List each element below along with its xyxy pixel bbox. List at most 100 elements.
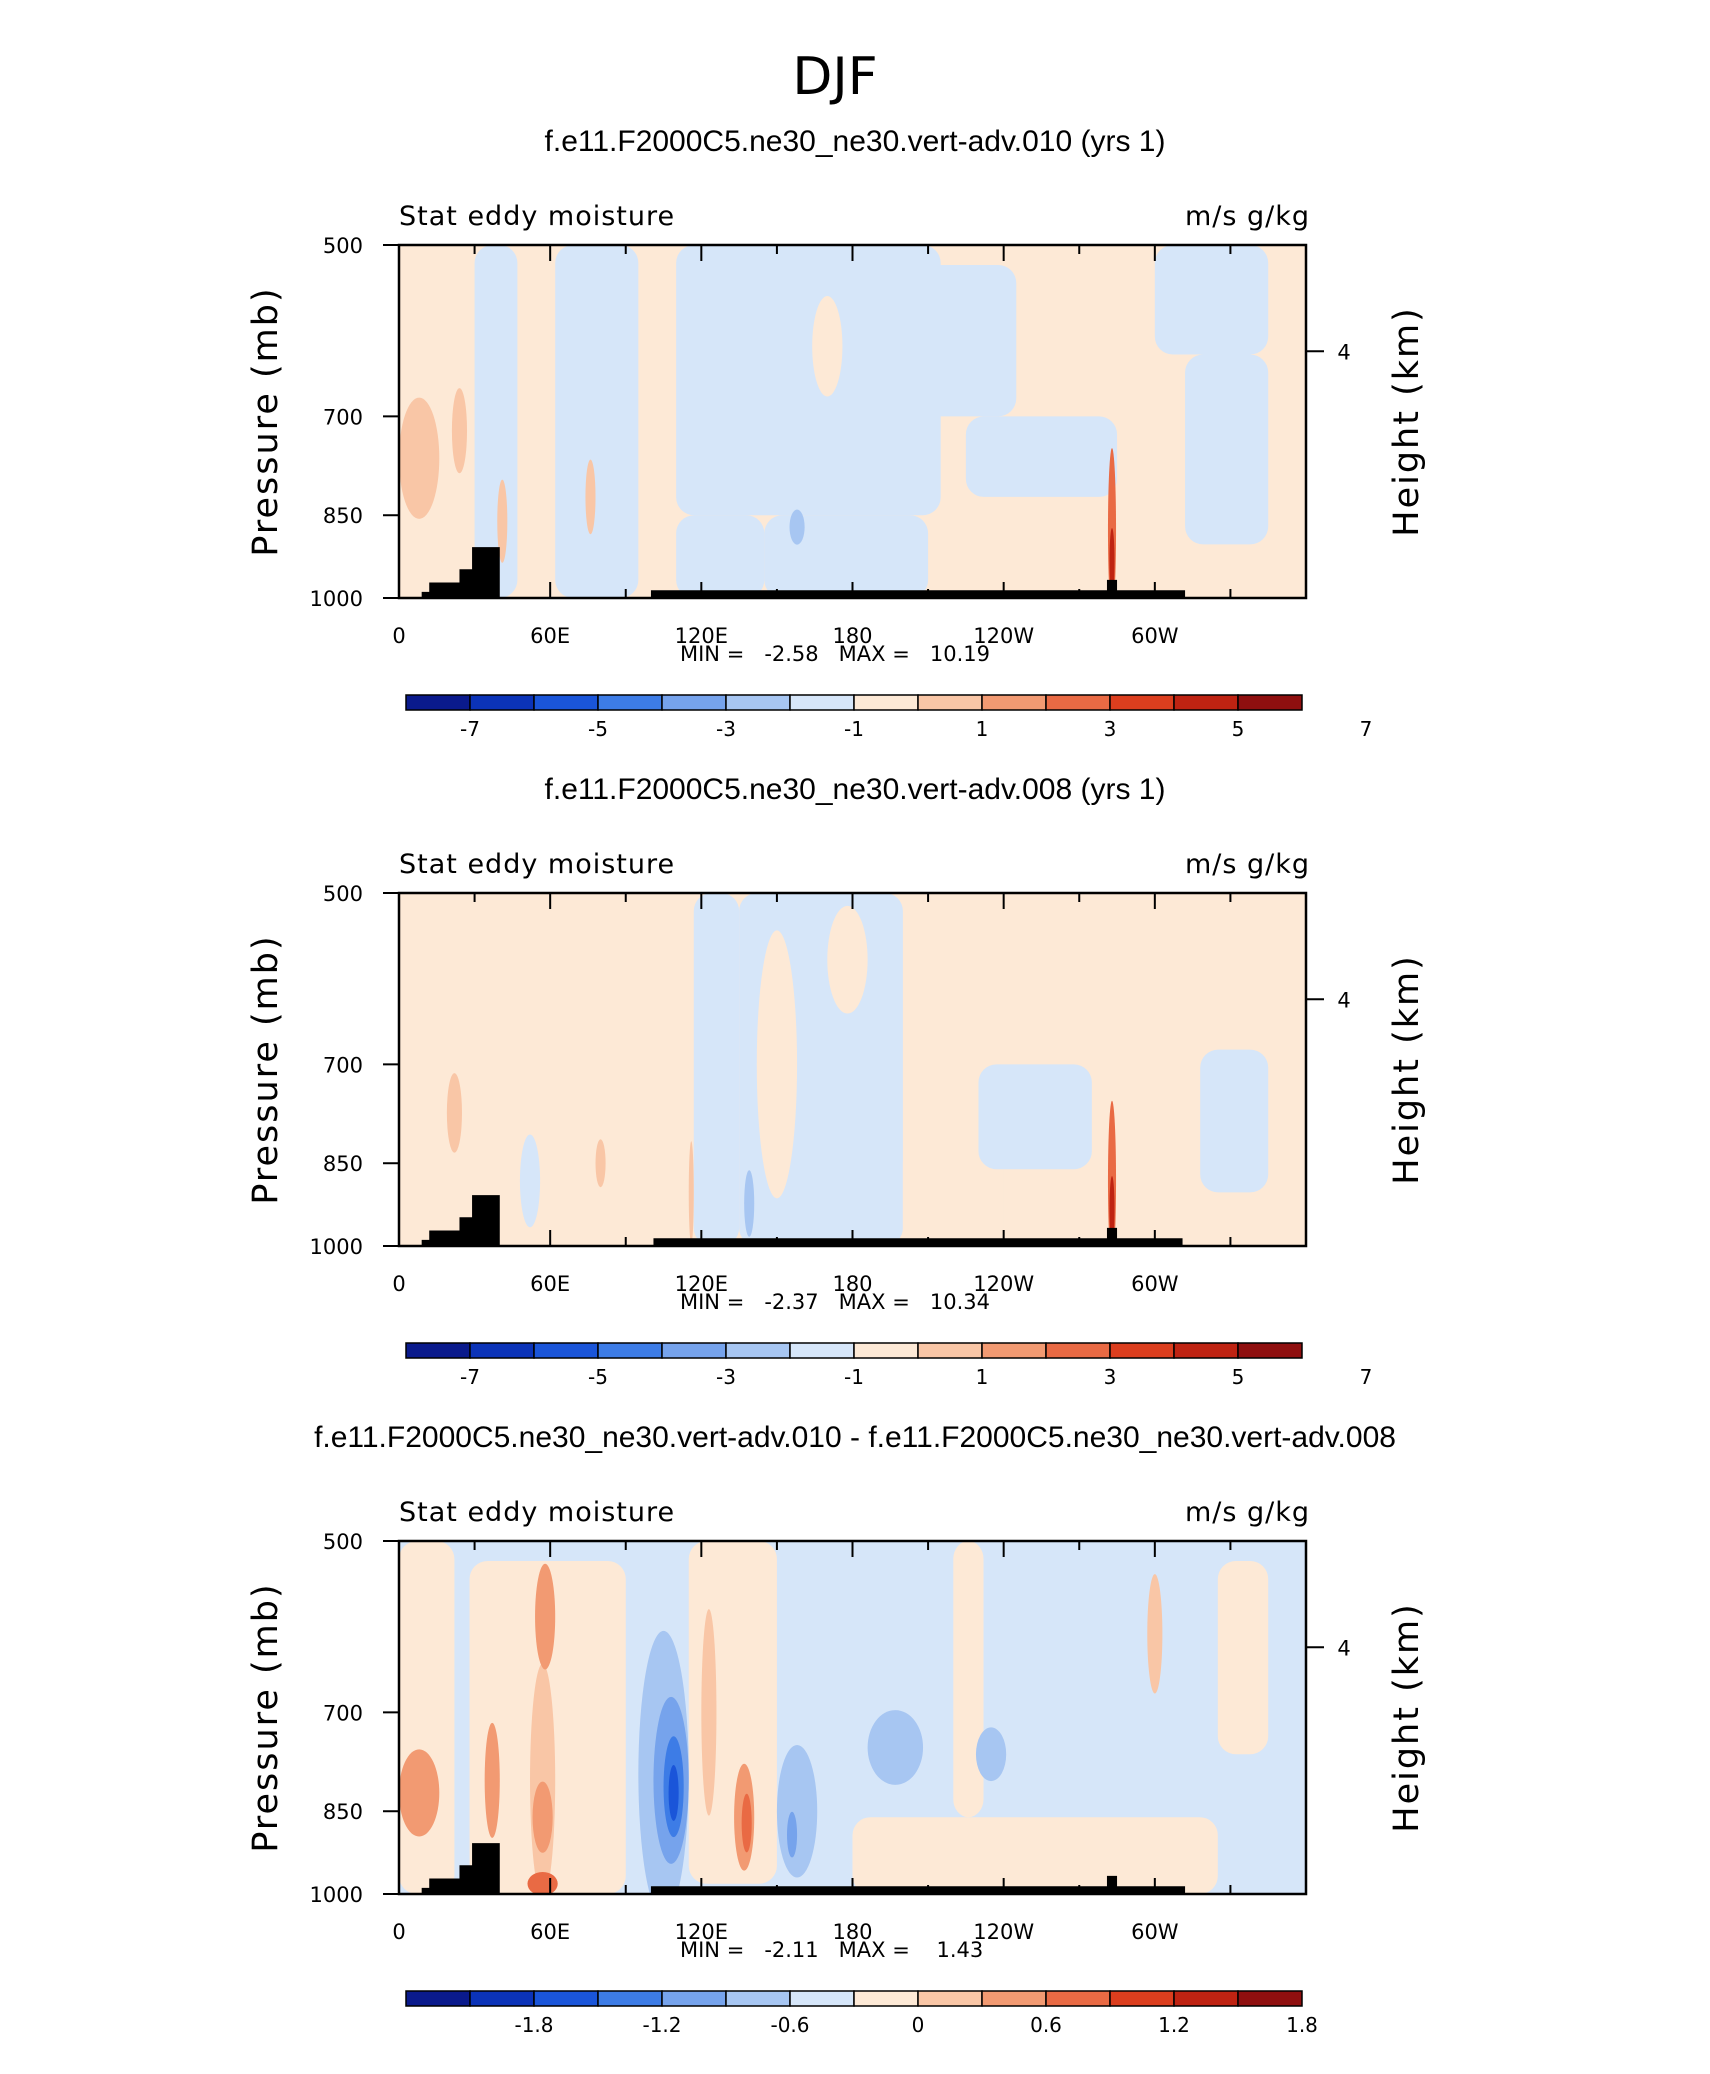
y-tick-label: 500 — [323, 1530, 363, 1554]
contour-region — [1217, 1560, 1269, 1755]
colorbar-swatch — [853, 694, 919, 711]
colorbar-swatch — [917, 1990, 983, 2007]
contour-blob — [585, 459, 596, 535]
colorbar-swatch — [597, 694, 663, 711]
panel-units-label: m/s g/kg — [1185, 849, 1310, 880]
colorbar: -1.8 -1.2 -0.6 0 0.6 1.2 1.8 — [405, 1990, 1318, 2037]
contour-region — [953, 1541, 984, 1818]
colorbar-swatch — [1237, 1990, 1303, 2007]
panel-title: f.e11.F2000C5.ne30_ne30.vert-adv.010 (yr… — [545, 125, 1166, 158]
contour-blob — [688, 1141, 694, 1244]
y-tick-label: 1000 — [310, 1235, 363, 1259]
x-tick-label: 60W — [1131, 1920, 1179, 1944]
colorbar-label: 3 — [1104, 1365, 1117, 1389]
colorbar-swatch — [1045, 1990, 1111, 2007]
contour-blob — [1109, 528, 1115, 594]
x-tick-label: 120W — [973, 624, 1034, 648]
x-tick-label: 0 — [392, 1272, 405, 1296]
x-tick-label: 120W — [973, 1920, 1034, 1944]
y-tick-label: 500 — [323, 234, 363, 258]
colorbar-swatch — [1045, 1342, 1111, 1359]
colorbar-swatch — [1173, 1342, 1239, 1359]
contour-region — [852, 1817, 1218, 1894]
contour-blob — [744, 1170, 755, 1237]
colorbar-label: 7 — [1360, 1365, 1373, 1389]
min-max-stats: MIN = -2.37 MAX = 10.34 — [680, 1290, 990, 1314]
x-tick-label: 180 — [832, 1272, 872, 1296]
colorbar-swatch — [1109, 1990, 1175, 2007]
colorbar-swatch — [405, 1342, 471, 1359]
contour-region — [555, 245, 639, 598]
contour-region — [902, 1144, 1004, 1246]
panels-container: f.e11.F2000C5.ne30_ne30.vert-adv.010 (yr… — [246, 125, 1427, 2037]
colorbar-swatch — [533, 1990, 599, 2007]
y-tick-label: 850 — [323, 1152, 363, 1176]
colorbar-label: -1.8 — [514, 2013, 553, 2037]
colorbar-swatch — [1109, 694, 1175, 711]
y-tick-label: 500 — [323, 882, 363, 906]
contour-field — [399, 1541, 1306, 1894]
colorbar-swatch — [469, 694, 535, 711]
x-tick-label: 60E — [530, 624, 570, 648]
contour-blob — [776, 1744, 818, 1878]
y-tick-label: 1000 — [310, 1883, 363, 1907]
x-tick-label: 120E — [675, 1272, 728, 1296]
colorbar-label: -1.2 — [642, 2013, 681, 2037]
terrain-mask — [421, 547, 1186, 598]
contour-region — [399, 1541, 455, 1894]
y-axis-right-title: Height (km) — [1387, 1602, 1427, 1833]
panel-units-label: m/s g/kg — [1185, 1497, 1310, 1528]
x-tick-label: 60E — [530, 1920, 570, 1944]
colorbar-label: -7 — [460, 1365, 480, 1389]
contour-region — [1200, 1049, 1269, 1193]
y-axis-right-title: Height (km) — [1387, 306, 1427, 537]
contour-blob — [1147, 1574, 1163, 1694]
colorbar-swatch — [1237, 694, 1303, 711]
x-tick-label: 120E — [675, 624, 728, 648]
contour-region — [474, 245, 518, 598]
colorbar-swatch — [597, 1342, 663, 1359]
contour-blob — [484, 1722, 500, 1838]
contour-region — [965, 416, 1118, 497]
colorbar-swatch — [917, 1342, 983, 1359]
panel-left-label: Stat eddy moisture — [399, 201, 675, 232]
colorbar-swatch — [1109, 1342, 1175, 1359]
colorbar-swatch — [725, 1342, 791, 1359]
colorbar-swatch — [725, 1990, 791, 2007]
y-tick-label: 850 — [323, 504, 363, 528]
contour-blob — [399, 397, 440, 519]
x-tick-label: 180 — [832, 1920, 872, 1944]
x-tick-label: 120W — [973, 1272, 1034, 1296]
contour-region — [764, 515, 929, 598]
contour-blob — [741, 1793, 752, 1853]
contour-blob — [701, 1609, 717, 1816]
x-tick-label: 60E — [530, 1272, 570, 1296]
colorbar-swatch — [405, 1990, 471, 2007]
x-tick-label: 0 — [392, 624, 405, 648]
colorbar-label: -7 — [460, 717, 480, 741]
min-max-stats: MIN = -2.58 MAX = 10.19 — [680, 642, 990, 666]
y-tick-label: 700 — [323, 405, 363, 429]
colorbar-label: -0.6 — [770, 2013, 809, 2037]
chart-panel-3: f.e11.F2000C5.ne30_ne30.vert-adv.010 - f… — [246, 1421, 1427, 2037]
colorbar-label: 7 — [1360, 717, 1373, 741]
terrain-mask — [421, 1843, 1186, 1894]
colorbar-swatch — [597, 1990, 663, 2007]
figure-title: DJF — [792, 47, 877, 107]
x-tick-label: 120E — [675, 1920, 728, 1944]
y-axis-title: Pressure (mb) — [246, 286, 286, 556]
y-axis-title: Pressure (mb) — [246, 1582, 286, 1852]
contour-region — [1185, 354, 1269, 545]
colorbar-label: -5 — [588, 1365, 608, 1389]
colorbar: -7 -5 -3 -1 1 3 5 7 — [405, 1342, 1373, 1389]
panel-title: f.e11.F2000C5.ne30_ne30.vert-adv.008 (yr… — [545, 773, 1166, 806]
contour-blob — [399, 1749, 440, 1837]
y-tick-label: 700 — [323, 1701, 363, 1725]
contour-blob — [1109, 1176, 1115, 1242]
contour-blob — [595, 1139, 606, 1188]
colorbar-swatch — [533, 694, 599, 711]
y-tick-label: 850 — [323, 1800, 363, 1824]
colorbar-swatch — [981, 1342, 1047, 1359]
contour-region — [693, 893, 740, 1246]
